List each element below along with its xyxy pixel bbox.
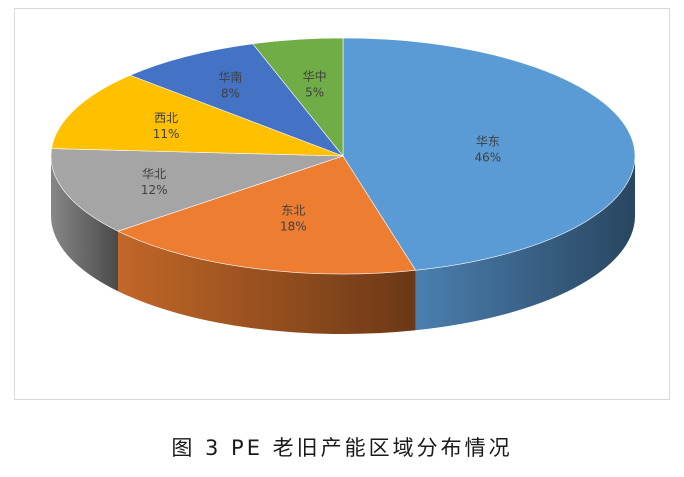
slice-label-name: 华中	[303, 69, 327, 84]
pie-side-walls	[51, 156, 635, 334]
slice-label-value: 5%	[305, 86, 324, 100]
slice-label-value: 46%	[475, 151, 502, 165]
pie-slice-华东	[342, 37, 636, 271]
slice-label-name: 华北	[142, 167, 166, 181]
pie-side-东北	[118, 231, 416, 334]
pie-slice-华南	[129, 43, 344, 157]
pie-slice-西北	[51, 74, 344, 157]
slice-label-value: 8%	[221, 86, 240, 100]
slice-label-name: 西北	[154, 111, 178, 125]
pie-slice-东北	[117, 155, 417, 275]
slice-label-name: 华南	[218, 69, 242, 84]
pie-top-faces	[50, 37, 636, 275]
pie-side-华东	[415, 156, 635, 331]
pie-labels: 华东 46% 东北 18% 华北 12% 西北 11% 华南 8% 华中 5%	[141, 69, 501, 234]
slice-label-value: 12%	[141, 183, 168, 197]
figure-caption: 图 3 PE 老旧产能区域分布情况	[171, 436, 513, 460]
slice-label-name: 华东	[476, 135, 500, 149]
pie-side-华北	[51, 156, 119, 292]
slice-label-name: 东北	[281, 204, 305, 218]
pie-slice-华北	[50, 148, 344, 232]
slice-label-value: 18%	[280, 220, 307, 234]
pie-slice-华中	[252, 37, 344, 157]
slice-label-value: 11%	[153, 127, 180, 141]
chart-frame: 华东 46% 东北 18% 华北 12% 西北 11% 华南 8% 华中 5%	[14, 8, 670, 400]
pie-chart: 华东 46% 东北 18% 华北 12% 西北 11% 华南 8% 华中 5%	[50, 37, 636, 334]
